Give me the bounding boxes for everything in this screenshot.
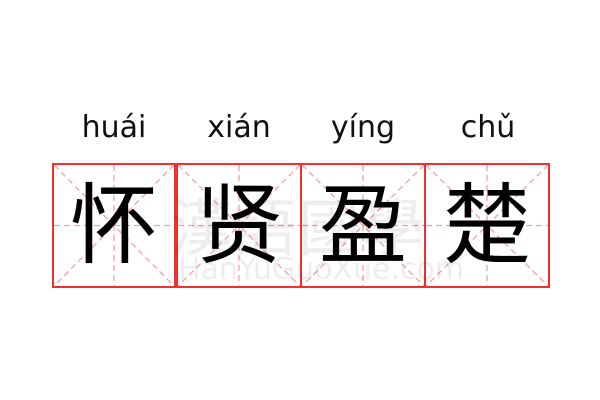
guide-lines [426,165,548,286]
hanzi-3: 盈 [318,173,407,277]
pinyin-1: huái [81,110,147,145]
pinyin-4: chǔ [460,110,516,145]
hanzi-2: 贤 [194,173,283,277]
character-cell: 楚 [424,163,550,288]
pinyin-2: xián [207,110,271,145]
guide-lines [302,165,424,286]
character-cell: 贤 [176,163,302,288]
watermark-latin: HanYuGuoXue.com [178,252,465,287]
character-grid: 怀 贤 盈 楚 [52,163,550,288]
guide-lines [54,165,174,286]
character-cell: 盈 [300,163,426,288]
watermark-chinese: 漢語國學 [170,192,427,265]
pinyin-3: yíng [330,110,396,145]
hanzi-1: 怀 [69,173,158,277]
character-cell: 怀 [52,163,176,288]
hanzi-4: 楚 [442,173,531,277]
guide-lines [178,165,300,286]
